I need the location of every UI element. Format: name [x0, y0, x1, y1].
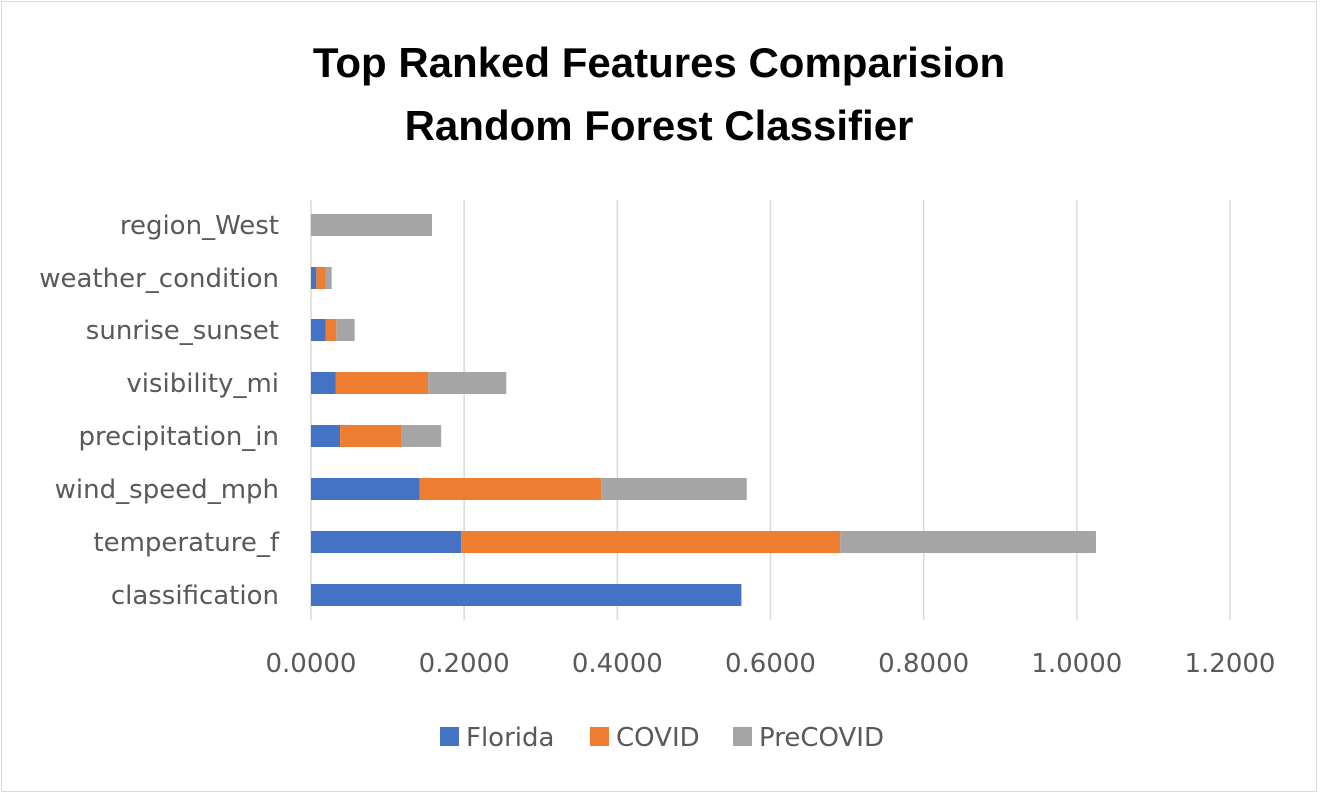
legend-label-covid: COVID	[616, 723, 700, 753]
bar-segment-precovid-temperature-f	[840, 531, 1096, 553]
category-label: region_West	[120, 211, 279, 241]
x-tick-label: 1.2000	[1185, 649, 1276, 679]
x-tick-label: 0.0000	[266, 649, 357, 679]
bar-segment-covid-weather-condition	[316, 267, 326, 289]
category-label: classification	[111, 581, 279, 611]
legend-swatch-florida	[440, 727, 459, 746]
category-label: temperature_f	[93, 528, 279, 558]
bar-segment-covid-temperature-f	[461, 531, 841, 553]
legend-swatch-covid	[590, 727, 609, 746]
value-axis-labels: 0.0000 0.2000 0.4000 0.6000 0.8000 1.0000 1.20…	[266, 649, 1276, 679]
bar-segment-precovid-wind-speed-mph	[601, 478, 747, 500]
category-label: sunrise_sunset	[86, 316, 279, 346]
bar-segment-florida-classification	[311, 584, 742, 606]
category-axis-labels: classification temperature_f wind_speed_mp…	[39, 211, 280, 611]
bar-segment-florida-precipitation-in	[311, 425, 341, 447]
bar-segment-florida-visibility-mi	[311, 372, 336, 394]
category-label: wind_speed_mph	[55, 475, 279, 505]
category-label: visibility_mi	[126, 369, 279, 399]
bar-segment-florida-sunrise-sunset	[311, 319, 326, 341]
bar-segment-precovid-precipitation-in	[401, 425, 442, 447]
chart-title: Top Ranked Features Comparision Random Fo…	[313, 39, 1005, 149]
category-label: precipitation_in	[79, 422, 280, 452]
legend-swatch-precovid	[733, 727, 752, 746]
bar-segment-florida-temperature-f	[311, 531, 462, 553]
x-tick-label: 0.4000	[572, 649, 663, 679]
category-label: weather_condition	[39, 264, 279, 294]
bar-segment-covid-precipitation-in	[340, 425, 402, 447]
bar-segment-precovid-visibility-mi	[428, 372, 507, 394]
bar-segment-precovid-sunrise-sunset	[336, 319, 355, 341]
chart-bars	[311, 214, 1096, 606]
x-tick-label: 1.0000	[1031, 649, 1122, 679]
x-tick-label: 0.6000	[725, 649, 816, 679]
legend-label-florida: Florida	[466, 723, 554, 753]
bar-segment-covid-visibility-mi	[335, 372, 429, 394]
chart-title-line: Random Forest Classifier	[405, 102, 914, 149]
bar-segment-covid-sunrise-sunset	[325, 319, 337, 341]
chart-gridlines	[310, 200, 1231, 620]
chart-title-line: Top Ranked Features Comparision	[313, 39, 1005, 86]
bar-segment-florida-weather-condition	[311, 267, 317, 289]
bar-segment-covid-wind-speed-mph	[419, 478, 602, 500]
bar-segment-precovid-region-west	[311, 214, 433, 236]
bar-segment-florida-wind-speed-mph	[311, 478, 420, 500]
x-tick-label: 0.2000	[419, 649, 510, 679]
bar-segment-precovid-weather-condition	[325, 267, 332, 289]
legend-label-precovid: PreCOVID	[759, 723, 884, 753]
chart-legend: Florida COVID PreCOVID	[440, 723, 884, 753]
x-tick-label: 0.8000	[878, 649, 969, 679]
